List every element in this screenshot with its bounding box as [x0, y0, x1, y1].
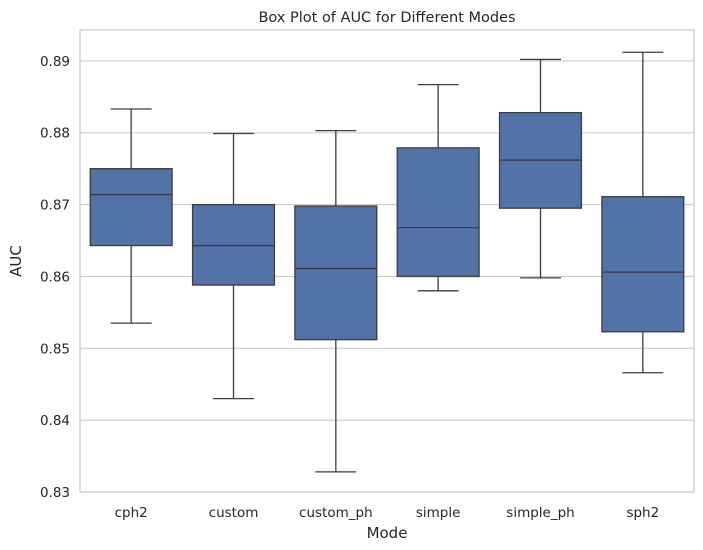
x-tick-label: custom	[209, 505, 259, 521]
y-tick-label: 0.87	[40, 198, 70, 214]
x-tick-label: sph2	[626, 505, 659, 521]
y-tick-label: 0.86	[40, 269, 70, 285]
y-tick-label: 0.89	[40, 54, 70, 70]
y-tick-label: 0.83	[40, 485, 70, 501]
y-tick-label: 0.84	[40, 413, 70, 429]
box-custom	[191, 132, 276, 400]
box-iqr	[89, 168, 173, 247]
x-axis-label: Mode	[367, 524, 408, 542]
box-simple	[396, 83, 480, 292]
box-series	[89, 51, 685, 473]
box-custom_ph	[294, 129, 378, 473]
box-simple_ph	[498, 58, 583, 279]
y-tick-label: 0.88	[40, 126, 70, 142]
y-axis-label: AUC	[7, 245, 25, 277]
box-iqr	[191, 203, 276, 286]
y-tick-label: 0.85	[40, 341, 70, 357]
y-axis-ticks: 0.83 0.84 0.85 0.86 0.87 0.88 0.89	[40, 54, 70, 501]
box-iqr	[396, 147, 480, 278]
x-tick-label: cph2	[115, 505, 148, 521]
chart-title: Box Plot of AUC for Different Modes	[258, 10, 515, 26]
box-iqr	[601, 196, 685, 333]
grid-lines	[80, 60, 694, 493]
plot-frame	[79, 29, 695, 493]
x-tick-label: simple	[416, 505, 461, 521]
box-sph2	[601, 51, 685, 374]
x-axis-ticks: cph2 custom custom_ph simple simple_ph sph2	[115, 505, 660, 521]
x-tick-label: custom_ph	[299, 505, 373, 521]
x-tick-label: simple_ph	[506, 505, 574, 521]
box-cph2	[89, 108, 173, 324]
box-iqr	[294, 205, 378, 341]
